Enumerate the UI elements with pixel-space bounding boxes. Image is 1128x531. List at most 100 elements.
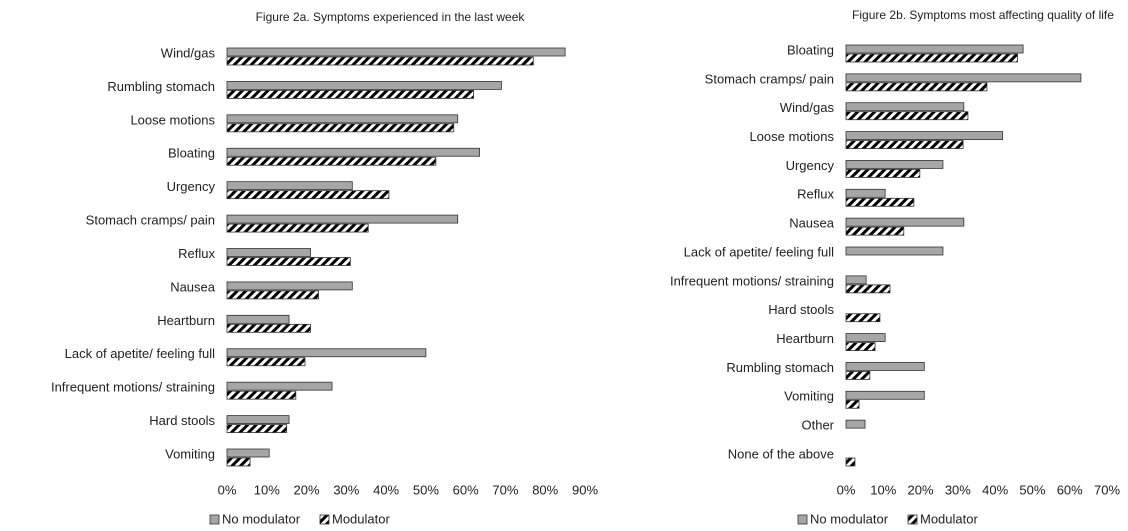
legend-swatch	[907, 514, 918, 525]
y-tick-label: Hard stools	[768, 302, 834, 317]
bar	[226, 248, 311, 257]
x-tick-label: 10%	[870, 482, 896, 497]
bar	[226, 214, 459, 224]
bar	[845, 390, 925, 400]
bar	[845, 169, 921, 178]
bar	[226, 415, 290, 424]
y-tick-label: Stomach cramps/ pain	[86, 213, 215, 228]
bar	[845, 44, 1024, 54]
bar	[226, 290, 319, 300]
y-tick-label: Rumbling stomach	[107, 79, 215, 94]
x-tick-label: 30%	[333, 482, 359, 497]
y-tick-label: Loose motions	[130, 112, 215, 127]
y-tick-label: None of the above	[728, 446, 834, 461]
bar	[845, 399, 860, 409]
y-tick-label: Wind/gas	[161, 45, 216, 60]
y-tick-label: Other	[801, 418, 834, 433]
x-tick-label: 70%	[1094, 482, 1120, 497]
bar	[845, 197, 915, 207]
bar	[845, 73, 1082, 83]
x-tick-label: 20%	[908, 482, 934, 497]
y-tick-label: Lack of apetite/ feeling full	[65, 346, 215, 361]
bar	[845, 419, 866, 429]
bar	[226, 457, 251, 467]
bar	[226, 190, 390, 200]
bar	[226, 181, 353, 191]
bar	[845, 53, 1018, 63]
bar	[845, 131, 1004, 140]
y-tick-label: Stomach cramps/ pain	[705, 71, 834, 86]
bar	[845, 226, 905, 236]
bar	[226, 147, 480, 157]
bar	[226, 114, 459, 124]
bar	[226, 390, 297, 400]
bar	[226, 424, 288, 433]
y-tick-label: Reflux	[178, 246, 215, 261]
x-tick-label: 0%	[218, 482, 237, 497]
legend-swatch	[797, 514, 808, 525]
bar	[845, 333, 886, 342]
bar	[845, 188, 886, 198]
y-tick-label: Urgency	[167, 179, 216, 194]
bar	[226, 281, 353, 291]
bar	[226, 223, 369, 233]
x-tick-label: 50%	[1019, 482, 1045, 497]
bar	[845, 217, 965, 227]
bar	[845, 140, 964, 149]
bar	[226, 357, 306, 367]
bar	[845, 82, 988, 92]
y-tick-label: Infrequent motions/ straining	[670, 273, 834, 288]
x-tick-label: 20%	[294, 482, 320, 497]
bar	[226, 257, 351, 266]
y-tick-label: Hard stools	[149, 413, 215, 428]
bar	[845, 160, 944, 169]
x-tick-label: 30%	[945, 482, 971, 497]
bar	[226, 323, 311, 333]
bar	[845, 102, 965, 112]
x-tick-label: 60%	[453, 482, 479, 497]
bar	[226, 156, 437, 166]
bar	[845, 362, 925, 371]
y-tick-label: Heartburn	[776, 331, 834, 346]
y-tick-label: Heartburn	[157, 313, 215, 328]
bar	[226, 123, 455, 133]
legend-swatch	[209, 514, 220, 525]
bar	[845, 457, 856, 467]
y-tick-label: Nausea	[170, 279, 216, 294]
y-tick-label: Urgency	[786, 158, 835, 173]
bar	[226, 448, 270, 458]
bar	[845, 342, 876, 351]
bar	[226, 90, 475, 99]
x-tick-label: 0%	[837, 482, 856, 497]
bar	[226, 314, 290, 324]
y-tick-label: Infrequent motions/ straining	[51, 380, 215, 395]
bar	[226, 381, 333, 391]
y-tick-label: Loose motions	[749, 129, 834, 144]
x-tick-label: 50%	[413, 482, 439, 497]
x-tick-label: 10%	[254, 482, 280, 497]
y-tick-label: Bloating	[787, 42, 834, 57]
legend-swatch	[319, 514, 330, 525]
bar	[226, 81, 502, 90]
y-tick-label: Bloating	[168, 146, 215, 161]
bar	[845, 371, 871, 380]
x-tick-label: 90%	[572, 482, 598, 497]
legend-label: Modulator	[920, 511, 978, 526]
x-tick-label: 40%	[373, 482, 399, 497]
y-tick-label: Reflux	[797, 187, 834, 202]
bar	[845, 284, 891, 294]
x-tick-label: 70%	[492, 482, 518, 497]
bar	[845, 246, 944, 256]
bar	[845, 111, 969, 121]
x-tick-label: 60%	[1057, 482, 1083, 497]
legend-label: No modulator	[810, 511, 889, 526]
y-tick-label: Rumbling stomach	[726, 360, 834, 375]
y-tick-label: Wind/gas	[780, 100, 835, 115]
x-tick-label: 40%	[982, 482, 1008, 497]
chart-title: Figure 2a. Symptoms experienced in the l…	[256, 10, 526, 24]
y-tick-label: Lack of apetite/ feeling full	[684, 244, 834, 259]
y-tick-label: Vomiting	[165, 446, 215, 461]
y-tick-label: Nausea	[789, 216, 835, 231]
legend-label: Modulator	[332, 511, 390, 526]
